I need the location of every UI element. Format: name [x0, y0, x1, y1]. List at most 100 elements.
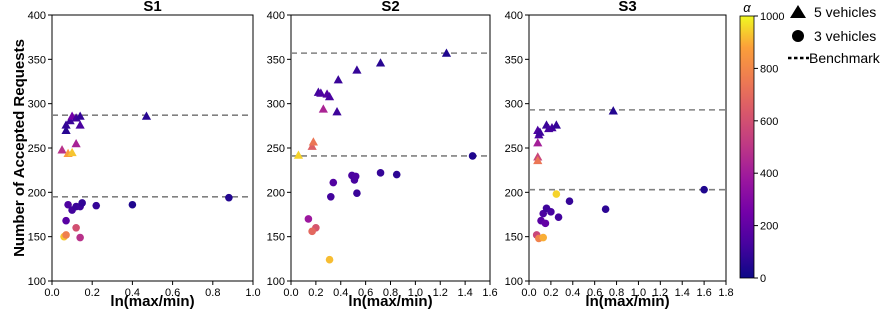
panel-title: S2: [381, 0, 399, 15]
data-point-circle: [601, 205, 610, 213]
x-tick-label: 1.6: [482, 287, 497, 299]
plot-frame: [51, 14, 254, 282]
x-tick-label: 1.6: [696, 287, 711, 299]
data-point-triangle: [57, 145, 67, 154]
data-point-circle: [225, 193, 233, 202]
x-tick-label: 1.2: [653, 287, 668, 299]
y-tick-label: 100: [28, 276, 46, 288]
data-point-circle: [308, 227, 316, 236]
y-tick-label: 250: [28, 143, 46, 155]
data-point-triangle: [75, 111, 85, 120]
legend-label: Benchmark: [809, 50, 881, 66]
data-point-circle: [376, 169, 385, 177]
y-tick-label: 150: [28, 232, 46, 244]
data-point-circle: [547, 208, 555, 216]
x-tick-label: 1.4: [457, 287, 472, 299]
y-tick-label: 100: [267, 276, 285, 288]
data-point-triangle: [308, 137, 318, 146]
panel-title: S3: [618, 0, 636, 15]
data-point-triangle: [324, 91, 335, 101]
x-tick-label: 1.0: [631, 287, 646, 299]
x-tick-label: 0.0: [283, 287, 298, 299]
y-tick-label: 200: [505, 187, 523, 199]
data-point-circle: [325, 255, 334, 264]
x-tick-label: 0.8: [609, 287, 624, 299]
data-point-triangle: [65, 115, 75, 125]
y-tick-label: 400: [28, 10, 46, 22]
x-tick-label: 0.8: [383, 287, 398, 299]
data-point-circle: [353, 189, 361, 198]
colorbar-tick-label: 200: [760, 221, 778, 233]
data-point-circle: [64, 200, 72, 209]
data-point-triangle: [293, 150, 304, 159]
legend-circle-icon: [792, 30, 804, 42]
data-point-circle: [76, 233, 84, 242]
data-point-triangle: [61, 120, 71, 129]
data-point-circle: [700, 185, 708, 194]
x-tick-label: 0.2: [308, 287, 323, 299]
x-tick-label: 0.0: [521, 287, 536, 299]
x-tick-label: 1.0: [408, 287, 423, 299]
data-point-triangle: [333, 75, 343, 84]
data-point-triangle: [61, 125, 71, 134]
x-axis-label: ln(max/min): [585, 293, 669, 310]
data-point-circle: [329, 178, 338, 187]
colorbar-tick-label: 0: [760, 273, 766, 285]
x-tick-label: 0.6: [358, 287, 373, 299]
data-point-triangle: [141, 111, 152, 120]
y-tick-label: 250: [267, 143, 285, 155]
data-point-circle: [72, 224, 80, 232]
x-tick-label: 0.4: [565, 287, 580, 299]
colorbar: α 0 200 400 600 800 1000: [739, 0, 784, 285]
data-point-triangle: [71, 138, 81, 148]
data-point-triangle: [547, 123, 557, 132]
data-point-circle: [327, 192, 335, 201]
data-point-circle: [62, 216, 70, 225]
data-point-triangle: [608, 106, 618, 115]
y-axis-label: Number of Accepted Requests: [11, 39, 28, 257]
panel-s1: S1 0.0 0.2 0.4 0.6 0.8 1.0 100 150 200 250 300 350 40…: [28, 0, 261, 310]
data-point-triangle: [352, 65, 362, 74]
plot-frame: [528, 14, 727, 282]
x-tick-label: 0.4: [333, 287, 348, 299]
x-tick-label: 0.2: [543, 287, 558, 299]
x-tick-label: 1.2: [433, 287, 448, 299]
colorbar-gradient: [739, 15, 755, 279]
x-tick-label: 1.4: [675, 287, 690, 299]
legend-label: 3 vehicles: [814, 28, 876, 44]
data-point-circle: [78, 199, 86, 207]
x-tick-label: 0.0: [44, 287, 59, 299]
data-point-triangle: [533, 155, 543, 165]
x-tick-label: 0.6: [587, 287, 602, 299]
x-tick-label: 1.8: [718, 287, 733, 299]
data-point-circle: [92, 201, 101, 210]
y-tick-label: 350: [28, 54, 46, 66]
data-point-circle: [468, 152, 477, 160]
colorbar-tick-label: 800: [760, 63, 778, 75]
y-tick-label: 100: [505, 276, 523, 288]
y-tick-label: 200: [28, 187, 46, 199]
data-point-triangle: [533, 138, 543, 147]
y-tick-label: 350: [505, 54, 523, 66]
x-tick-label: 1.0: [245, 287, 260, 299]
y-tick-label: 400: [505, 10, 523, 22]
x-axis-label: ln(max/min): [110, 293, 194, 310]
data-point-circle: [552, 190, 561, 198]
data-point-triangle: [307, 141, 317, 150]
data-point-circle: [128, 200, 137, 209]
y-tick-label: 150: [267, 232, 285, 244]
y-tick-label: 300: [28, 99, 46, 111]
y-tick-label: 250: [505, 143, 523, 155]
data-point-circle: [554, 213, 563, 221]
data-point-triangle: [332, 107, 342, 116]
data-point-circle: [62, 231, 70, 239]
plot-frame: [290, 14, 491, 282]
legend-triangle-icon: [790, 5, 806, 18]
data-point-triangle: [75, 120, 85, 129]
colorbar-label: α: [743, 0, 751, 15]
data-point-triangle: [316, 88, 326, 97]
y-tick-label: 400: [267, 10, 285, 22]
x-tick-label: 0.6: [165, 287, 180, 299]
panel-s3: S3 0.0 0.2 0.4 0.6 0.8 1.0 1.2 1.4 1.6 1.8 100 150 20…: [505, 0, 734, 310]
